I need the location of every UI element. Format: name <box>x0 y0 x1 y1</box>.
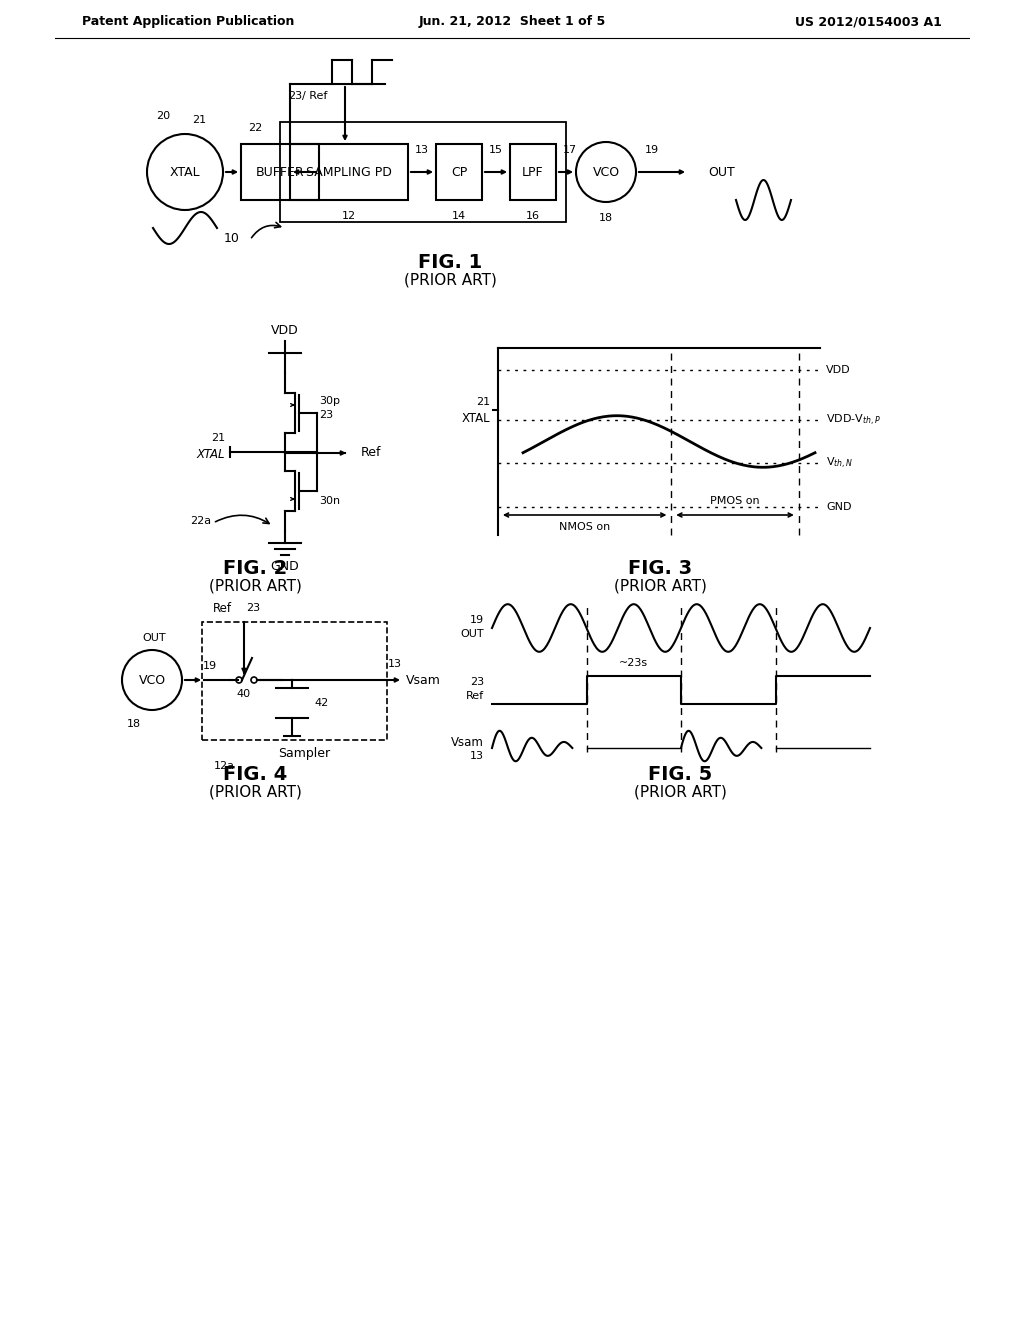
Text: FIG. 3: FIG. 3 <box>628 558 692 578</box>
Text: (PRIOR ART): (PRIOR ART) <box>209 578 301 594</box>
Text: 40: 40 <box>237 689 251 700</box>
Text: VDD-V$_{th,P}$: VDD-V$_{th,P}$ <box>826 412 881 428</box>
Text: 30n: 30n <box>319 496 340 506</box>
Text: XTAL: XTAL <box>170 165 201 178</box>
Text: Ref: Ref <box>213 602 232 615</box>
Text: 12a: 12a <box>214 762 234 771</box>
Bar <box>510 144 556 201</box>
Text: 18: 18 <box>127 719 141 729</box>
Text: FIG. 5: FIG. 5 <box>648 764 712 784</box>
Text: PMOS on: PMOS on <box>711 496 760 506</box>
Bar <box>290 144 408 201</box>
Text: NMOS on: NMOS on <box>559 521 610 532</box>
Text: OUT: OUT <box>142 634 166 643</box>
Text: OUT: OUT <box>461 630 484 639</box>
Text: GND: GND <box>270 561 299 573</box>
Text: 17: 17 <box>563 145 578 154</box>
Text: 19: 19 <box>645 145 659 154</box>
Text: VDD: VDD <box>271 325 299 338</box>
Text: 23: 23 <box>470 677 484 686</box>
Text: Ref: Ref <box>361 446 382 459</box>
Bar <box>436 144 482 201</box>
Text: Patent Application Publication: Patent Application Publication <box>82 16 294 29</box>
Text: XTAL: XTAL <box>197 447 225 461</box>
Text: 42: 42 <box>314 698 329 708</box>
Text: 21: 21 <box>191 115 206 125</box>
Text: / Ref: / Ref <box>302 91 328 102</box>
Text: Vsam: Vsam <box>452 735 484 748</box>
Text: (PRIOR ART): (PRIOR ART) <box>209 784 301 800</box>
Text: FIG. 2: FIG. 2 <box>223 558 287 578</box>
Text: VDD: VDD <box>826 366 851 375</box>
Text: (PRIOR ART): (PRIOR ART) <box>613 578 707 594</box>
Text: 12: 12 <box>342 211 356 220</box>
Text: FIG. 4: FIG. 4 <box>223 764 287 784</box>
Text: SAMPLING PD: SAMPLING PD <box>306 165 392 178</box>
Text: LPF: LPF <box>522 165 544 178</box>
Text: CP: CP <box>451 165 467 178</box>
Text: Vsam: Vsam <box>406 673 440 686</box>
Text: 19: 19 <box>470 615 484 624</box>
Text: ~23s: ~23s <box>620 657 648 668</box>
Text: 23: 23 <box>319 411 333 420</box>
Text: 22: 22 <box>248 123 262 133</box>
Text: 23: 23 <box>288 91 302 102</box>
Text: VCO: VCO <box>593 165 620 178</box>
Text: 13: 13 <box>415 145 429 154</box>
Bar <box>241 144 319 201</box>
Text: (PRIOR ART): (PRIOR ART) <box>403 272 497 288</box>
Text: 18: 18 <box>599 213 613 223</box>
Text: 10: 10 <box>224 231 240 244</box>
Text: V$_{th,N}$: V$_{th,N}$ <box>826 455 853 470</box>
Text: VCO: VCO <box>138 673 166 686</box>
Text: GND: GND <box>826 502 852 512</box>
Text: Ref: Ref <box>466 690 484 701</box>
Text: 15: 15 <box>489 145 503 154</box>
Text: FIG. 1: FIG. 1 <box>418 252 482 272</box>
Text: 20: 20 <box>156 111 170 121</box>
Text: (PRIOR ART): (PRIOR ART) <box>634 784 726 800</box>
Text: BUFFER: BUFFER <box>256 165 304 178</box>
Bar <box>202 622 387 741</box>
Text: Jun. 21, 2012  Sheet 1 of 5: Jun. 21, 2012 Sheet 1 of 5 <box>419 16 605 29</box>
Text: OUT: OUT <box>708 165 735 178</box>
Text: 13: 13 <box>388 659 402 669</box>
Text: 13: 13 <box>470 751 484 762</box>
Text: US 2012/0154003 A1: US 2012/0154003 A1 <box>795 16 942 29</box>
Text: 30p: 30p <box>319 396 340 407</box>
Text: 21: 21 <box>476 397 490 407</box>
Text: Sampler: Sampler <box>279 747 331 760</box>
Bar <box>280 121 566 222</box>
Text: 14: 14 <box>452 211 466 220</box>
Text: 21: 21 <box>211 433 225 444</box>
Text: 23: 23 <box>246 603 260 612</box>
Text: 19: 19 <box>203 661 217 671</box>
Text: 16: 16 <box>526 211 540 220</box>
Text: 22a: 22a <box>190 516 211 525</box>
Text: XTAL: XTAL <box>462 412 490 425</box>
